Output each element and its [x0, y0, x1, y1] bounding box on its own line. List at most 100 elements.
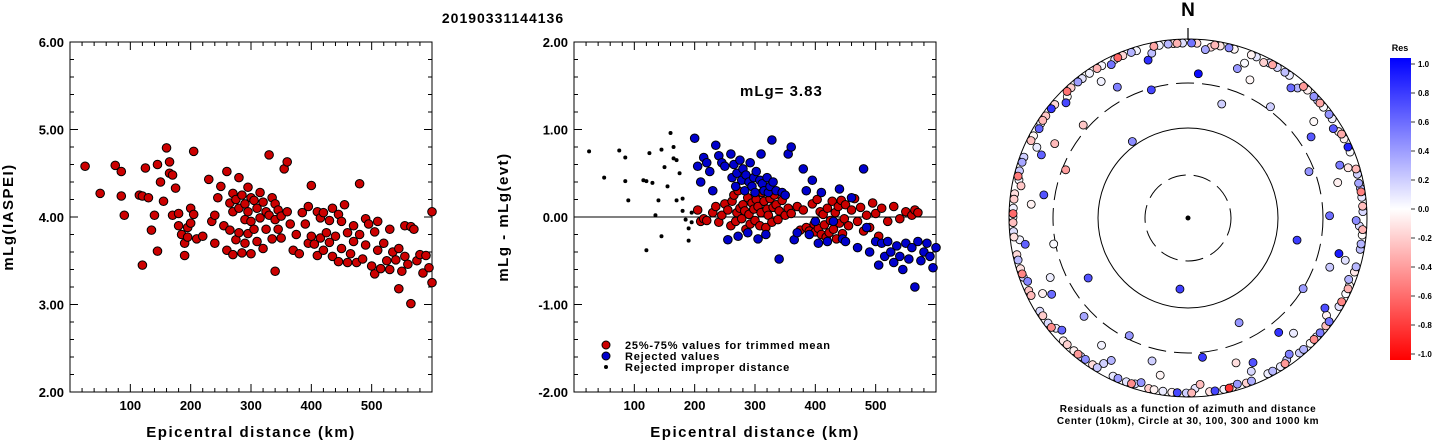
polar-data-point — [1246, 366, 1256, 376]
left-data-point — [394, 243, 404, 254]
middle-data-point — [786, 208, 797, 219]
legend-label-trimmed: 25%-75% values for trimmed mean — [625, 340, 831, 352]
left-data-point — [330, 231, 341, 242]
polar-data-point — [1232, 64, 1242, 73]
figure-title: 20190331144136 — [442, 10, 564, 26]
polar-data-point — [1306, 132, 1316, 142]
left-data-point — [309, 239, 320, 249]
polar-data-point — [1274, 328, 1284, 337]
polar-data-point — [1248, 358, 1258, 367]
polar-data-point — [1079, 311, 1089, 321]
middle-y-tick-label: -2.00 — [538, 385, 568, 400]
left-data-point — [357, 254, 368, 264]
left-data-point — [375, 263, 386, 274]
polar-data-point — [1309, 335, 1319, 344]
left-data-point — [391, 255, 401, 265]
left-data-point — [300, 219, 311, 229]
polar-data-point — [1187, 388, 1197, 398]
left-data-point — [397, 266, 407, 277]
left-data-point — [252, 203, 262, 214]
north-label: N — [1181, 0, 1195, 21]
middle-data-point — [774, 254, 784, 264]
polar-data-point — [1286, 83, 1296, 93]
polar-data-point — [1034, 124, 1044, 134]
middle-data-point — [750, 187, 760, 198]
left-data-point — [354, 229, 365, 240]
polar-data-point — [1026, 199, 1036, 209]
middle-data-point — [653, 213, 658, 218]
polar-data-point — [1240, 58, 1249, 68]
colorbar-tick-label: 0.0 — [1418, 205, 1430, 214]
middle-data-point — [686, 226, 691, 231]
polar-plot: N Residuals as a function of azimuth and… — [1008, 0, 1368, 427]
polar-data-point — [1315, 328, 1325, 338]
middle-data-point — [852, 216, 863, 227]
middle-data-point — [659, 147, 664, 152]
middle-data-point — [888, 257, 899, 268]
middle-data-point — [827, 196, 838, 207]
middle-data-point — [864, 247, 875, 257]
left-data-point — [418, 268, 428, 278]
middle-data-point — [834, 184, 845, 194]
left-plot: 100 200 300 400 500 2.00 3.00 4.00 5.00 6.00 Epi… — [0, 35, 437, 441]
middle-data-point — [701, 157, 712, 168]
middle-data-point — [710, 140, 721, 151]
left-data-point — [203, 174, 214, 185]
polar-data-point — [1172, 38, 1182, 48]
colorbar-tick-label: -0.4 — [1418, 263, 1432, 272]
middle-data-point — [807, 175, 818, 186]
left-y-ticks: 2.00 3.00 4.00 5.00 6.00 — [39, 35, 432, 400]
polar-data-point — [1292, 235, 1302, 245]
polar-data-point — [1124, 331, 1134, 341]
left-data-point — [249, 195, 259, 206]
left-data-point — [80, 161, 90, 172]
middle-data-point — [683, 217, 688, 222]
left-data-point — [173, 220, 184, 231]
middle-data-point — [867, 198, 878, 208]
polar-data-point — [1127, 137, 1137, 146]
left-data-point — [327, 251, 338, 262]
middle-data-point — [861, 210, 872, 221]
left-data-point — [321, 227, 332, 238]
middle-y-tick-label: -1.00 — [538, 298, 568, 313]
polar-data-point — [1328, 124, 1338, 134]
left-data-point — [372, 216, 383, 227]
left-data-point — [342, 227, 353, 238]
middle-y-ticks: -2.00 -1.00 0.00 1.00 2.00 — [538, 35, 936, 400]
polar-data-point — [1335, 160, 1345, 170]
polar-data-point — [1013, 255, 1023, 265]
left-y-tick-label: 3.00 — [39, 298, 64, 313]
middle-data-point — [873, 260, 884, 270]
middle-data-point — [882, 236, 893, 247]
left-data-point — [291, 229, 302, 240]
polar-data-point — [1200, 45, 1210, 54]
left-data-point — [312, 250, 323, 261]
middle-data-point — [689, 220, 694, 225]
polar-data-point — [1106, 356, 1116, 365]
left-data-point — [216, 181, 226, 192]
middle-data-point — [742, 227, 753, 238]
middle-data-point — [680, 208, 685, 213]
middle-data-point — [674, 158, 679, 163]
polar-data-point — [1017, 157, 1027, 167]
left-data-point — [324, 237, 335, 248]
left-data-point — [318, 207, 329, 218]
polar-data-point — [1246, 50, 1256, 60]
middle-data-point — [888, 201, 899, 212]
polar-data-point — [1232, 379, 1242, 389]
middle-data-point — [822, 236, 833, 247]
middle-y-tick-label: 0.00 — [543, 210, 568, 225]
middle-y-tick-label: 2.00 — [543, 35, 568, 50]
polar-data-point — [1020, 239, 1030, 249]
left-data-point — [324, 215, 335, 226]
left-data-point — [342, 257, 353, 268]
left-data-point — [427, 206, 437, 217]
polar-data-point — [1343, 284, 1353, 294]
polar-caption-line1: Residuals as a function of azimuth and d… — [1060, 404, 1317, 415]
middle-data-point — [846, 205, 857, 215]
left-data-point — [282, 206, 293, 217]
polar-data-point — [1224, 383, 1234, 393]
polar-data-point — [1309, 117, 1319, 126]
middle-data-point — [812, 194, 822, 205]
left-data-point — [339, 199, 350, 210]
